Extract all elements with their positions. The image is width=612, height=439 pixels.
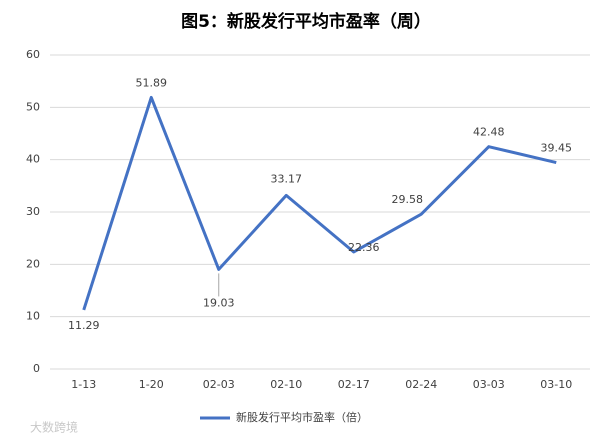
data-label: 22.36 [348,241,380,254]
y-tick-label: 50 [26,100,40,113]
y-tick-label: 20 [26,257,40,270]
x-tick-label: 02-10 [270,378,302,391]
data-label: 19.03 [203,296,235,309]
x-tick-label: 02-24 [405,378,437,391]
watermark: 大数跨境 [30,420,78,435]
x-tick-label: 03-10 [540,378,572,391]
x-tick-label: 02-17 [338,378,370,391]
data-label: 11.29 [68,319,100,332]
x-tick-label: 03-03 [473,378,505,391]
data-label: 39.45 [541,142,573,155]
y-tick-label: 10 [26,310,40,323]
legend-label: 新股发行平均市盈率（倍） [236,410,368,424]
y-tick-label: 40 [26,153,40,166]
y-tick-label: 0 [33,362,40,375]
line [82,95,557,311]
chart-title: 图5：新股发行平均市盈率（周） [181,11,431,32]
data-label: 51.89 [136,76,168,89]
y-tick-label: 30 [26,205,40,218]
data-label: 33.17 [271,172,303,185]
x-tick-label: 1-13 [71,378,96,391]
y-tick-label: 60 [26,48,40,61]
x-tick-label: 02-03 [203,378,235,391]
data-label: 29.58 [392,193,424,206]
data-label: 42.48 [473,126,505,139]
x-tick-label: 1-20 [139,378,164,391]
